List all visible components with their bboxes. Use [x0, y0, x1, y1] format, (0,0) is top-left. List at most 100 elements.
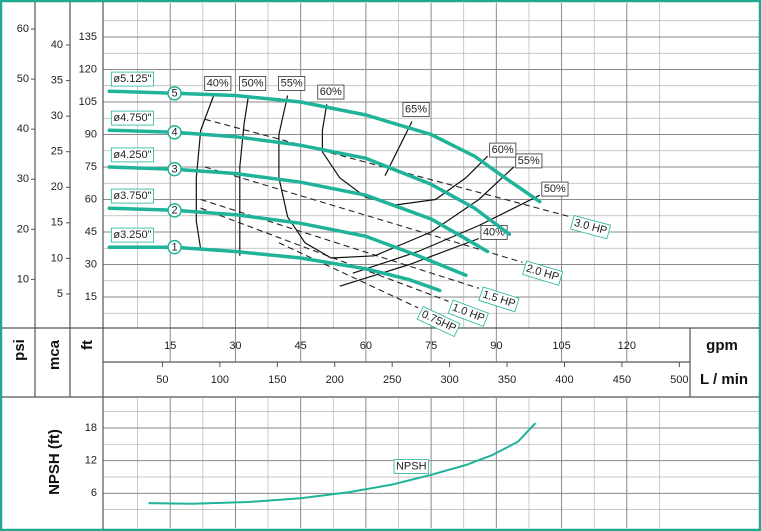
legend-label: NPSH — [393, 459, 429, 474]
y-tick-label: 90 — [85, 128, 97, 140]
impeller-label: ø4.250" — [110, 147, 154, 163]
x2-tick-label: 200 — [326, 374, 344, 386]
psi-tick-label: 50 — [17, 73, 29, 85]
label-box — [478, 286, 520, 313]
x-tick-label: 15 — [164, 340, 176, 352]
x2-tick-label: 500 — [670, 374, 688, 386]
impeller-number: 1 — [172, 242, 178, 254]
psi-tick-label: 40 — [17, 123, 29, 135]
efficiency-label: 50% — [541, 181, 569, 197]
label: ø3.250" — [113, 229, 151, 241]
label-box — [522, 260, 564, 286]
mca-tick-label: 15 — [51, 217, 63, 229]
label: 50% — [241, 77, 263, 89]
label: 50% — [544, 183, 566, 195]
impeller-number: 4 — [172, 127, 178, 139]
x2-tick-label: 450 — [613, 374, 631, 386]
psi-tick-label: 10 — [17, 273, 29, 285]
impeller-label: ø3.250" — [110, 227, 154, 243]
impeller-number: 5 — [172, 88, 178, 100]
efficiency-label: 40% — [204, 76, 232, 91]
label-box — [570, 214, 612, 240]
label: 65% — [405, 103, 427, 115]
efficiency-label: 55% — [278, 76, 306, 91]
mca-tick-label: 40 — [51, 39, 63, 51]
efficiency-line — [321, 104, 489, 206]
efficiency-label: 50% — [239, 76, 267, 91]
impeller-marker — [167, 125, 182, 140]
x-tick-label: 90 — [490, 340, 502, 352]
x2-tick-label: 350 — [498, 374, 516, 386]
label: ø4.750" — [113, 112, 151, 124]
power-label: 3.0 HP — [570, 214, 612, 240]
label-box — [402, 102, 430, 117]
label-box — [515, 153, 543, 169]
impeller-label: ø4.750" — [110, 110, 154, 126]
x2-tick-label: 250 — [383, 374, 401, 386]
x-tick-label: 75 — [425, 340, 437, 352]
label-box — [110, 71, 154, 87]
psi-tick-label: 20 — [17, 223, 29, 235]
impeller-number: 2 — [172, 205, 178, 217]
efficiency-line — [239, 95, 541, 274]
power-line — [204, 166, 523, 263]
x-tick-label: 120 — [618, 340, 636, 352]
pump-curve — [107, 165, 490, 254]
pump-curve — [107, 128, 512, 236]
impeller-marker — [167, 86, 182, 101]
label: 55% — [518, 155, 540, 167]
y-tick-label: 120 — [79, 63, 97, 75]
impeller-marker — [167, 239, 182, 255]
axis-label: mca — [46, 339, 63, 370]
label: 40% — [207, 77, 229, 89]
impeller-marker — [167, 161, 182, 177]
power-line — [278, 242, 419, 309]
y-tick-label: 135 — [79, 31, 97, 43]
x-tick-label: 60 — [360, 340, 372, 352]
x-tick-label: 105 — [552, 340, 570, 352]
mca-tick-label: 10 — [51, 252, 63, 264]
y-tick-label: 6 — [91, 487, 97, 499]
impeller-label: ø5.125" — [110, 71, 154, 87]
npsh-curve — [148, 422, 537, 505]
label: 40% — [483, 226, 505, 238]
x2-tick-label: 300 — [440, 374, 458, 386]
efficiency-line — [195, 95, 480, 287]
power-line — [204, 118, 571, 218]
label-box — [239, 76, 267, 91]
mca-tick-label: 35 — [51, 75, 63, 87]
mca-tick-label: 30 — [51, 110, 63, 122]
label: ø4.250" — [113, 149, 151, 161]
efficiency-label: 60% — [317, 84, 345, 100]
label-box — [110, 188, 154, 204]
impeller-label: ø3.750" — [110, 188, 154, 204]
efficiency-label: 55% — [515, 153, 543, 169]
axis-label: NPSH (ft) — [46, 429, 63, 495]
label: 60% — [492, 144, 514, 156]
psi-tick-label: 30 — [17, 173, 29, 185]
label-box — [278, 76, 306, 91]
x-tick-label: 30 — [229, 340, 241, 352]
label-box — [204, 76, 232, 91]
impeller-number: 3 — [172, 164, 178, 176]
axis-label: ft — [79, 340, 96, 350]
y-tick-label: 30 — [85, 258, 97, 270]
mca-tick-label: 5 — [57, 288, 63, 300]
efficiency-label: 60% — [489, 142, 517, 158]
label: ø3.750" — [113, 190, 151, 202]
label: 55% — [281, 77, 303, 89]
x2-tick-label: 100 — [211, 374, 229, 386]
label-box — [541, 181, 569, 197]
label-box — [317, 84, 345, 100]
axis-label: psi — [11, 339, 28, 361]
y-tick-label: 105 — [79, 96, 97, 108]
y-tick-label: 60 — [85, 193, 97, 205]
label: NPSH — [396, 461, 427, 473]
label-box — [416, 306, 461, 338]
label: ø5.125" — [113, 73, 151, 85]
power-line — [200, 198, 480, 289]
pump-curve — [107, 89, 542, 204]
